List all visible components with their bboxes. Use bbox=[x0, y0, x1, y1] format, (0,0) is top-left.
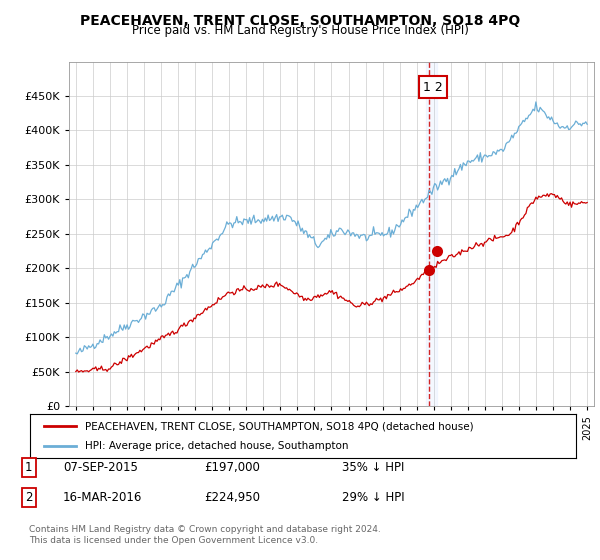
Bar bbox=[426, 62, 437, 406]
Text: PEACEHAVEN, TRENT CLOSE, SOUTHAMPTON, SO18 4PQ (detached house): PEACEHAVEN, TRENT CLOSE, SOUTHAMPTON, SO… bbox=[85, 421, 473, 431]
Text: PEACEHAVEN, TRENT CLOSE, SOUTHAMPTON, SO18 4PQ: PEACEHAVEN, TRENT CLOSE, SOUTHAMPTON, SO… bbox=[80, 14, 520, 28]
Text: 1: 1 bbox=[25, 461, 32, 474]
Text: Contains HM Land Registry data © Crown copyright and database right 2024.
This d: Contains HM Land Registry data © Crown c… bbox=[29, 525, 380, 545]
Text: 2: 2 bbox=[25, 491, 32, 504]
Text: HPI: Average price, detached house, Southampton: HPI: Average price, detached house, Sout… bbox=[85, 441, 348, 451]
Text: £197,000: £197,000 bbox=[204, 461, 260, 474]
Text: 07-SEP-2015: 07-SEP-2015 bbox=[63, 461, 138, 474]
Text: 1 2: 1 2 bbox=[423, 81, 443, 94]
Text: 16-MAR-2016: 16-MAR-2016 bbox=[63, 491, 142, 504]
Text: Price paid vs. HM Land Registry's House Price Index (HPI): Price paid vs. HM Land Registry's House … bbox=[131, 24, 469, 37]
Text: £224,950: £224,950 bbox=[204, 491, 260, 504]
Text: 35% ↓ HPI: 35% ↓ HPI bbox=[342, 461, 404, 474]
Text: 29% ↓ HPI: 29% ↓ HPI bbox=[342, 491, 404, 504]
